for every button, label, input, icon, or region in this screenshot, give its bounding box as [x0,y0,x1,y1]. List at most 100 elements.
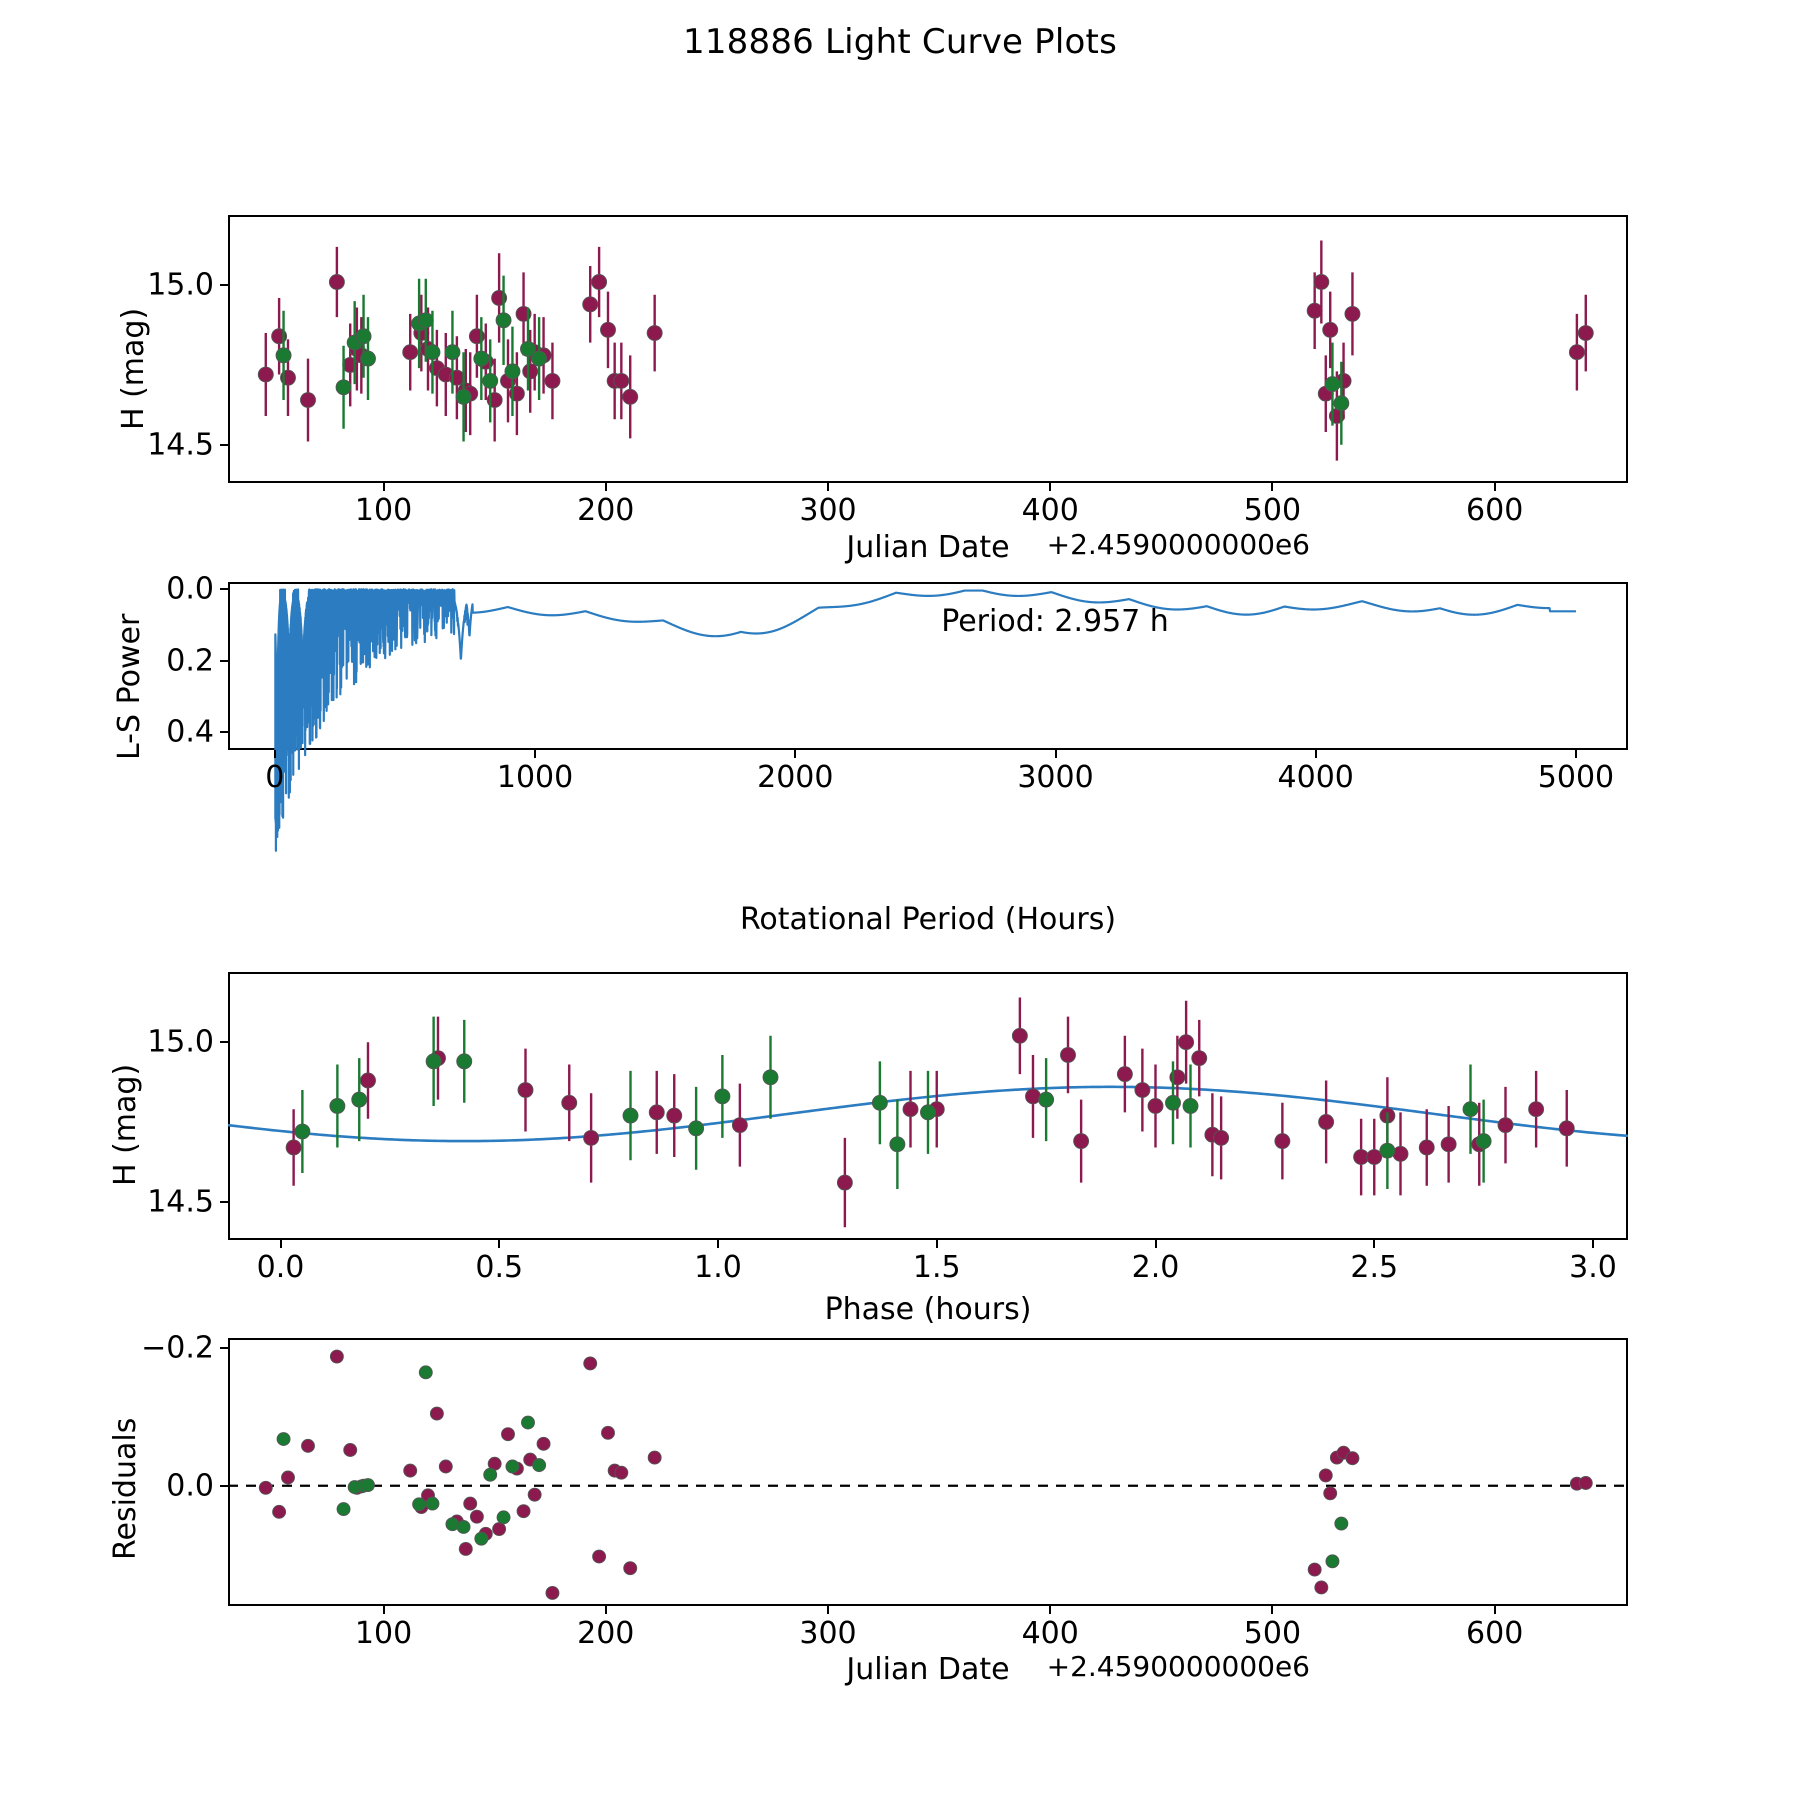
panel-periodogram [228,582,1628,852]
y-tick-mark [220,284,228,287]
data-point [623,1561,638,1576]
data-point [544,372,561,389]
data-point [1073,1133,1090,1150]
data-point [495,312,512,329]
data-point [1528,1101,1545,1118]
data-point [583,1356,598,1371]
data-point [360,350,376,367]
data-point [614,1465,629,1480]
x-tick-label: 2.5 [1350,1250,1399,1285]
series-set-b [294,1016,1492,1189]
data-point [1274,1133,1291,1150]
periodogram-plot-area [274,588,1577,852]
data-point [425,1053,442,1070]
data-point [871,1094,888,1111]
data-point [281,1470,295,1485]
axis-label-x-lightcurve: Julian Date [846,530,1010,565]
data-point [285,1139,302,1156]
data-point [762,1069,779,1086]
x-tick-mark [1154,1240,1157,1248]
x-tick-mark [1493,1606,1496,1614]
data-point [582,296,599,313]
data-point [276,1432,291,1446]
data-point [258,1480,273,1495]
y-tick-mark [220,731,228,734]
axis-label-x-phase: Phase (hours) [824,1292,1032,1327]
data-point [1345,1451,1360,1466]
axis-label-y-residuals: Residuals [108,1417,143,1560]
y-tick-mark [220,1200,228,1203]
data-point [1475,1133,1492,1150]
x-tick-label: 0 [265,760,285,795]
data-point [545,1585,560,1600]
data-point [504,363,521,380]
data-point [257,366,274,383]
data-point [1333,395,1350,412]
x-tick-mark [604,483,607,491]
x-tick-label: 500 [1243,1616,1302,1651]
period-annotation: Period: 2.957 h [941,604,1169,639]
x-tick-label: 200 [577,493,635,528]
data-point [1392,1145,1409,1162]
panel-frame [228,215,1628,483]
x-tick-mark [827,1606,829,1614]
data-point [1306,302,1323,319]
x-tick-label: 0.5 [475,1250,524,1285]
data-point [1366,1149,1383,1165]
data-point [300,392,316,408]
data-point [1313,274,1330,290]
data-point [301,1438,315,1453]
data-point [1178,1034,1195,1051]
x-tick-mark [604,1606,607,1614]
data-point [424,344,441,361]
y-tick-label: 0.0 [166,1468,214,1504]
data-point [1025,1088,1041,1105]
data-point [714,1088,731,1105]
data-point [360,1072,376,1089]
x-tick-mark [1049,483,1052,491]
data-point [1577,325,1594,341]
data-point [417,312,434,329]
y-tick-label: 0.4 [166,714,214,750]
data-point [1379,1142,1396,1159]
data-point [1134,1082,1151,1098]
y-tick-label: 14.5 [147,1184,214,1220]
axis-label-y-periodogram: L-S Power [112,613,147,760]
x-tick-label: 400 [1021,493,1079,528]
data-point [836,1174,853,1191]
data-point [648,1104,665,1121]
y-tick-mark [220,1347,228,1350]
data-point [1344,305,1361,322]
data-point [418,1365,433,1380]
x-tick-label: 100 [354,493,413,528]
x-tick-mark [279,1240,282,1248]
data-point [1011,1027,1028,1044]
y-tick-label: 0.0 [166,571,214,607]
data-point [1182,1098,1199,1114]
data-point [1578,1476,1593,1490]
x-tick-mark [382,1606,385,1614]
data-point [483,1467,498,1482]
data-point [425,1496,440,1511]
y-tick-mark [220,1041,228,1044]
x-tick-label: 4000 [1277,760,1354,795]
data-point [438,1459,453,1474]
x-tick-label: 600 [1466,493,1524,528]
data-point [456,1520,471,1534]
panel-residuals [228,1338,1628,1606]
data-point [505,1459,520,1474]
residuals-plot-area [228,1349,1628,1600]
y-tick-label: −0.2 [141,1330,214,1366]
data-point [1334,1516,1349,1531]
data-point [402,344,419,361]
x-tick-label: 2000 [757,760,834,795]
data-point [336,1502,351,1517]
data-point [1318,1114,1335,1130]
x-tick-mark [1054,750,1057,758]
data-point [647,1450,662,1465]
x-tick-label: 3000 [1017,760,1094,795]
x-tick-label: 100 [354,1616,413,1651]
data-point [412,1497,427,1512]
x-tick-label: 1000 [496,760,574,795]
